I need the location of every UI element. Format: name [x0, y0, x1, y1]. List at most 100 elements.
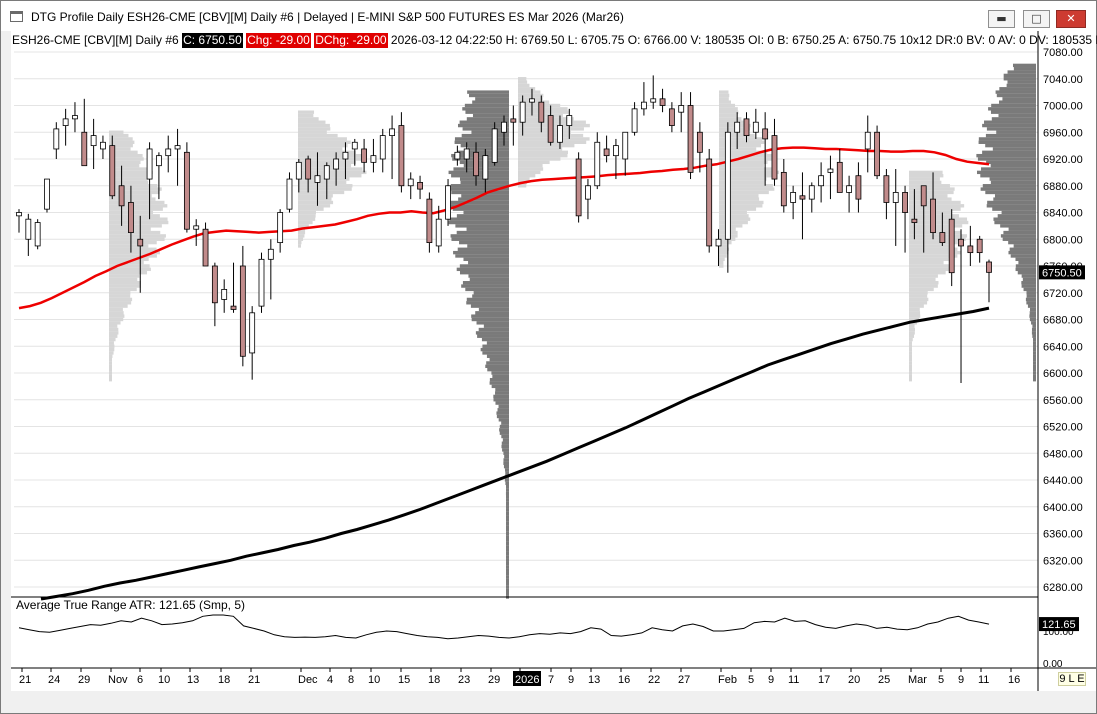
date-tick-label: 9	[768, 674, 774, 686]
candle	[454, 145, 461, 166]
volume-profile-nov	[298, 110, 367, 248]
title-bar[interactable]: DTG Profile Daily ESH26-CME [CBV][M] Dai…	[1, 1, 1096, 31]
candle	[529, 88, 535, 116]
last-price-label: 6750.50	[1042, 267, 1082, 279]
atr-tick-label: 0.00	[1043, 659, 1063, 670]
candle	[538, 95, 545, 133]
candle	[510, 105, 517, 146]
window-title: DTG Profile Daily ESH26-CME [CBV][M] Dai…	[31, 10, 624, 24]
candle	[790, 185, 797, 220]
date-tick-label: 16	[618, 674, 630, 686]
atr-last-badge	[1039, 617, 1079, 632]
candle	[874, 125, 880, 180]
candle	[622, 131, 629, 176]
candle	[678, 92, 685, 133]
candle	[967, 225, 974, 266]
candle	[920, 185, 927, 253]
candle	[193, 219, 200, 246]
date-tick-label: 5	[938, 674, 944, 686]
candle	[44, 178, 50, 213]
candle	[939, 212, 946, 246]
candle	[398, 112, 405, 193]
date-highlight-badge	[513, 671, 541, 686]
maximize-button[interactable]: □	[1023, 10, 1050, 28]
price-tick-label: 6400.00	[1043, 502, 1083, 514]
date-tick-label: Mar	[908, 674, 927, 686]
volume-profile-current	[976, 63, 1036, 382]
atr-last-label: 121.65	[1042, 619, 1076, 631]
candle	[211, 262, 218, 327]
price-tick-label: 7040.00	[1043, 74, 1083, 86]
candle	[892, 169, 899, 246]
candle	[482, 148, 489, 193]
candle	[603, 135, 610, 163]
minimize-button[interactable]: ▬	[988, 10, 1015, 28]
price-tick-label: 6800.00	[1043, 234, 1083, 246]
date-tick-label: 18	[428, 674, 440, 686]
price-tick-label: 6480.00	[1043, 448, 1083, 460]
candle	[53, 122, 60, 159]
price-tick-label: 6720.00	[1043, 288, 1083, 300]
date-tick-label: Feb	[718, 674, 737, 686]
info-bar: ESH26-CME [CBV][M] Daily #6 C: 6750.50 C…	[12, 33, 1097, 48]
candle	[361, 138, 367, 173]
date-tick-label: 21	[19, 674, 31, 686]
moving-average-slow-line	[40, 306, 990, 601]
candle	[72, 102, 78, 133]
candle	[715, 229, 722, 266]
candle	[156, 152, 162, 200]
date-tick-label: 2026	[515, 674, 539, 686]
date-tick-label: 21	[248, 674, 260, 686]
window-icon[interactable]	[10, 11, 23, 22]
date-tick-label: 27	[678, 674, 690, 686]
candle	[930, 172, 936, 240]
candle	[81, 98, 88, 167]
candle	[501, 115, 507, 146]
close-button[interactable]: ✕	[1056, 10, 1086, 28]
candle	[613, 138, 619, 180]
date-tick-label: 13	[187, 674, 199, 686]
candle	[174, 128, 181, 186]
candle	[855, 162, 862, 213]
date-tick-label: Dec	[298, 674, 318, 686]
candle	[109, 135, 116, 200]
date-tick-label: 6	[137, 674, 143, 686]
candle	[883, 169, 890, 220]
date-tick-label: 15	[398, 674, 410, 686]
change-value: Chg: -29.00	[246, 33, 311, 48]
date-tick-label: 7	[548, 674, 554, 686]
price-tick-label: 6880.00	[1043, 181, 1083, 193]
date-tick-label: 20	[848, 674, 860, 686]
price-chart[interactable]: 7080.00 7040.00 7000.00 6960.00 6920.00 6880.…	[11, 31, 1096, 691]
candle	[305, 155, 312, 193]
candle	[473, 142, 479, 186]
candle	[902, 185, 908, 253]
candle	[659, 88, 666, 113]
atr-label: Average True Range ATR: 121.65 (Smp, 5)	[16, 598, 246, 612]
bar-details: 2026-03-12 04:22:50 H: 6769.50 L: 6705.7…	[390, 33, 1097, 47]
date-tick-label: 18	[218, 674, 230, 686]
axis-corner-badge[interactable]: 9 L E	[1058, 672, 1086, 686]
candle	[426, 192, 433, 253]
candle	[435, 205, 442, 253]
candle	[724, 122, 731, 273]
candle	[183, 142, 190, 233]
candle	[314, 152, 321, 206]
candle	[277, 209, 284, 253]
candle	[62, 108, 69, 146]
date-tick-label: 9	[958, 674, 964, 686]
volume-profile-oct	[109, 130, 169, 382]
candle	[864, 115, 871, 173]
date-tick-label: 24	[48, 674, 60, 686]
candle	[286, 172, 293, 213]
candle	[128, 185, 134, 253]
candle	[379, 128, 386, 173]
date-tick-label: 23	[458, 674, 470, 686]
candle	[295, 159, 302, 193]
date-tick-label: 5	[748, 674, 754, 686]
candle	[752, 108, 759, 139]
date-tick-label: 10	[368, 674, 380, 686]
candle	[687, 92, 694, 180]
atr-tick-label: 100.00	[1043, 627, 1074, 638]
candle	[202, 222, 209, 267]
